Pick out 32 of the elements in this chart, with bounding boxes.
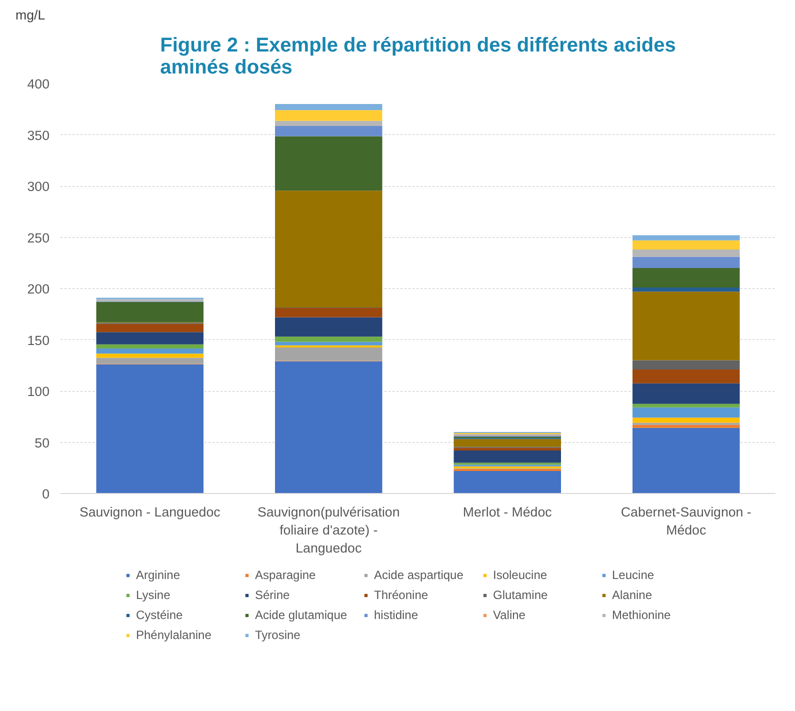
legend-label: Tyrosine xyxy=(255,628,302,642)
legend-label: Alanine xyxy=(612,588,654,602)
x-tick-label: Merlot - Médoc xyxy=(462,504,552,520)
legend-label: Phénylalanine xyxy=(136,628,212,642)
legend-label: Lysine xyxy=(136,588,172,602)
y-tick-label: 300 xyxy=(27,179,50,194)
legend-label: Thréonine xyxy=(374,588,430,602)
legend-label: Acide glutamique xyxy=(255,608,348,622)
legend-label: Methionine xyxy=(612,608,672,622)
legend-label: Sérine xyxy=(255,588,291,602)
legend-label: Isoleucine xyxy=(493,568,548,582)
chart-title: Figure 2 : Exemple de répartition des différents acides aminés dosés xyxy=(160,34,676,78)
y-tick-label: 0 xyxy=(42,486,50,502)
y-tick-label: 200 xyxy=(27,282,50,296)
legend-label: histidine xyxy=(374,608,420,622)
y-tick-label: 350 xyxy=(27,128,50,143)
y-axis-title: mg/L xyxy=(16,8,46,22)
legend-label: Acide aspartique xyxy=(374,568,464,582)
legend-label: Glutamine xyxy=(493,588,549,602)
legend-label: Valine xyxy=(493,608,526,622)
y-tick-label: 100 xyxy=(27,384,50,399)
x-tick-label: Cabernet-Sauvignon - Médoc xyxy=(620,504,752,538)
x-tick-label: Sauvignon(pulvérisation foliaire d'azote) - Languedoc xyxy=(257,504,400,556)
legend-label: Leucine xyxy=(612,568,656,582)
y-tick-label: 400 xyxy=(27,76,50,92)
y-tick-label: 50 xyxy=(34,435,50,450)
y-tick-label: 250 xyxy=(27,230,50,246)
legend-label: Arginine xyxy=(136,568,182,582)
y-tick-label: 150 xyxy=(27,332,50,348)
x-tick-label: Sauvignon - Languedoc xyxy=(79,504,221,520)
legend-label: Cystéine xyxy=(136,608,184,622)
legend-label: Asparagine xyxy=(255,568,317,582)
